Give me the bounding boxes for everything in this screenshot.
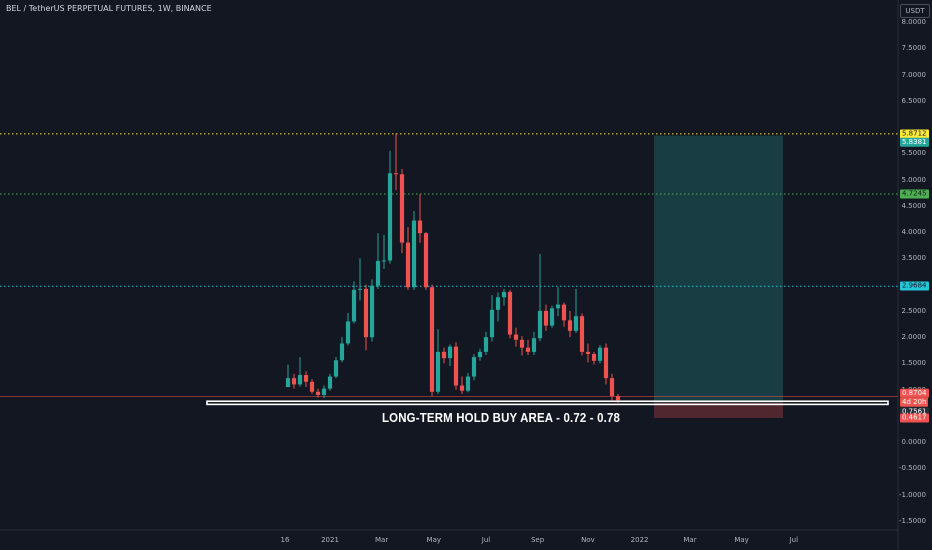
candle-body bbox=[393, 173, 399, 175]
buy-area-annotation: LONG-TERM HOLD BUY AREA - 0.72 - 0.78 bbox=[382, 410, 621, 425]
candle-body bbox=[531, 338, 537, 352]
price-tick-label: 2.5000 bbox=[901, 306, 927, 315]
time-tick-label: Mar bbox=[374, 536, 389, 544]
candle-body bbox=[285, 378, 291, 388]
time-tick-label: Jul bbox=[481, 536, 491, 544]
candle-body bbox=[351, 289, 357, 322]
time-tick-label: Nov bbox=[581, 536, 595, 544]
candle-body bbox=[513, 334, 519, 340]
candle-body bbox=[369, 285, 375, 338]
candle-body bbox=[495, 297, 501, 310]
buy-area-box bbox=[206, 400, 889, 406]
time-tick-label: 2022 bbox=[630, 536, 649, 544]
chart-title: BEL / TetherUS PERPETUAL FUTURES, 1W, BI… bbox=[6, 4, 212, 13]
price-tick-label: 4.5000 bbox=[901, 201, 927, 210]
price-tick-label: -1.5000 bbox=[898, 517, 926, 525]
price-tick-label: 5.5000 bbox=[901, 149, 927, 158]
candle-body bbox=[555, 304, 561, 309]
price-tick-label: 7.5000 bbox=[901, 44, 927, 53]
time-tick-label: Mar bbox=[683, 536, 697, 544]
currency-button[interactable]: USDT bbox=[900, 4, 930, 18]
candle-body bbox=[447, 346, 453, 359]
target-zone bbox=[654, 135, 783, 403]
candle-body bbox=[585, 351, 591, 354]
stop-price-badge: 0.4617 bbox=[900, 413, 929, 423]
candle-body bbox=[567, 320, 573, 331]
candle-body bbox=[609, 378, 615, 396]
candle-body bbox=[453, 346, 459, 386]
last-price-badge: 0.8704 bbox=[900, 389, 929, 399]
candle-body bbox=[501, 291, 507, 298]
candle-body bbox=[591, 353, 597, 361]
countdown-badge: 4d 20h bbox=[900, 398, 929, 408]
level-price-badge: 2.9684 bbox=[900, 281, 929, 291]
candle-body bbox=[489, 309, 495, 338]
candle-body bbox=[573, 316, 579, 331]
candle-body bbox=[333, 360, 339, 377]
level-price-badge: 5.8712 bbox=[900, 129, 929, 139]
candle-body bbox=[315, 391, 321, 395]
candle-body bbox=[399, 174, 405, 243]
candle-body bbox=[519, 339, 525, 348]
candle-body bbox=[537, 310, 543, 339]
candle-body bbox=[579, 316, 585, 352]
candle-body bbox=[387, 173, 393, 261]
price-tick-label: 2.0000 bbox=[901, 333, 927, 342]
price-tick-label: -0.5000 bbox=[898, 464, 926, 473]
candle-body bbox=[549, 308, 555, 326]
candle-body bbox=[303, 374, 309, 382]
candle-body bbox=[339, 343, 345, 361]
candle-body bbox=[291, 378, 297, 385]
candle-body bbox=[429, 287, 435, 392]
candle-body bbox=[603, 347, 609, 379]
candle-body bbox=[477, 351, 483, 358]
candle-body bbox=[309, 381, 315, 392]
candle-body bbox=[459, 385, 465, 391]
price-tick-label: -1.0000 bbox=[898, 490, 926, 499]
candle-body bbox=[465, 376, 471, 391]
price-tick-label: 5.0000 bbox=[901, 175, 927, 184]
candle-body bbox=[363, 288, 369, 338]
candle-body bbox=[297, 374, 303, 385]
candle-body bbox=[597, 347, 603, 361]
candle-body bbox=[435, 351, 441, 392]
candle-body bbox=[561, 304, 567, 321]
time-tick-label: 2021 bbox=[321, 536, 339, 544]
candle-body bbox=[381, 260, 387, 262]
candle-body bbox=[345, 321, 351, 344]
candle-body bbox=[423, 233, 429, 288]
candle-body bbox=[405, 242, 411, 288]
candle-body bbox=[321, 388, 327, 395]
price-tick-label: 8.0000 bbox=[901, 18, 927, 26]
level-price-badge: 4.7245 bbox=[900, 189, 929, 199]
entry-price-badge: 0.7561 bbox=[900, 407, 929, 417]
price-tick-label: 0.0000 bbox=[901, 438, 927, 447]
candle-body bbox=[615, 395, 621, 401]
candle-body bbox=[483, 337, 489, 352]
time-tick-label: 16 bbox=[280, 536, 290, 544]
time-tick-label: May bbox=[734, 536, 749, 544]
candle-body bbox=[543, 310, 549, 326]
candle-body bbox=[375, 260, 381, 286]
candle-body bbox=[417, 220, 423, 234]
price-tick-label: 3.5000 bbox=[901, 254, 927, 263]
candle-body bbox=[507, 291, 513, 335]
candle-body bbox=[327, 376, 333, 389]
price-tick-label: 4.0000 bbox=[901, 228, 927, 237]
candle-body bbox=[471, 357, 477, 377]
stop-zone bbox=[654, 402, 783, 418]
price-tick-label: 6.5000 bbox=[901, 96, 927, 105]
candle-body bbox=[441, 351, 447, 359]
time-tick-label: Jul bbox=[789, 536, 799, 544]
price-tick-label: 1.5000 bbox=[901, 359, 927, 368]
price-tick-label: 7.0000 bbox=[901, 70, 927, 79]
target-price-badge: 5.8381 bbox=[900, 137, 929, 147]
candle-body bbox=[411, 220, 417, 288]
candle-body bbox=[525, 347, 531, 352]
time-tick-label: May bbox=[426, 536, 442, 544]
candle-body bbox=[357, 288, 363, 290]
time-tick-label: Sep bbox=[530, 536, 545, 544]
